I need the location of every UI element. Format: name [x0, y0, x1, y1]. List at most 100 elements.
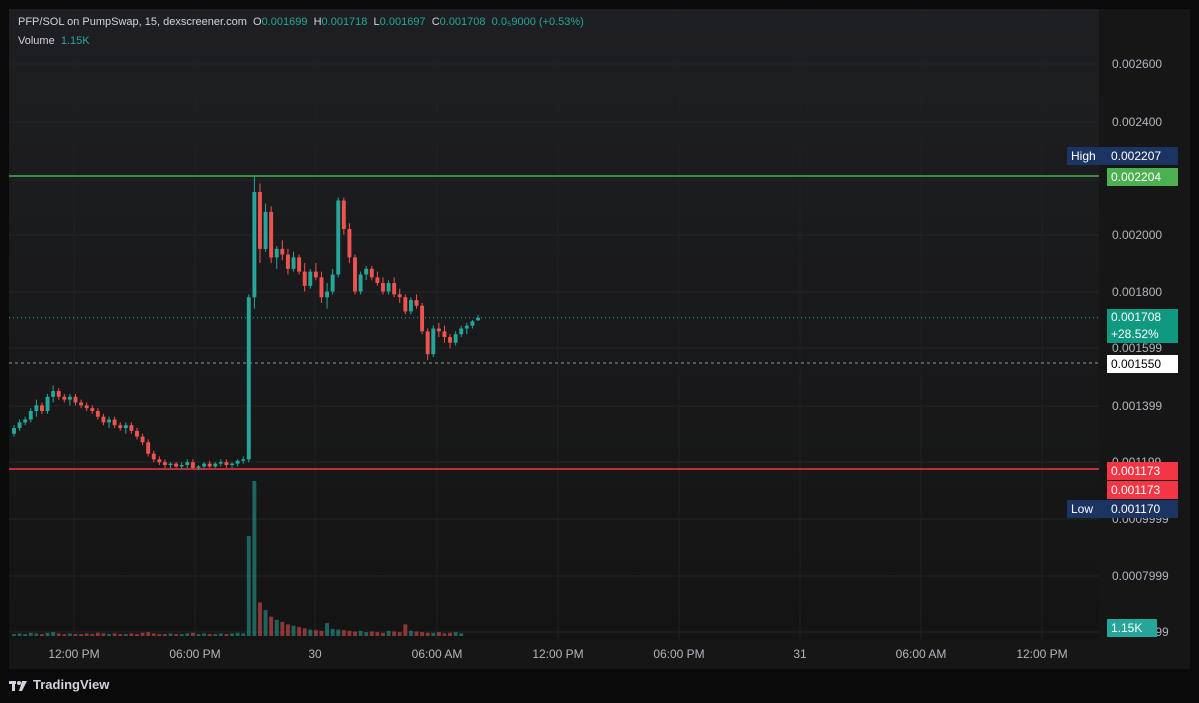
candle-body[interactable] — [67, 396, 72, 400]
candle-body[interactable] — [341, 200, 346, 229]
candle-body[interactable] — [123, 425, 128, 429]
candle-body[interactable] — [470, 321, 475, 326]
volume-bar — [174, 634, 179, 636]
candle-body[interactable] — [459, 328, 464, 335]
volume-bar — [425, 632, 430, 636]
candle-body[interactable] — [157, 459, 162, 463]
candle-body[interactable] — [252, 191, 257, 298]
candle-body[interactable] — [408, 300, 413, 312]
candle-body[interactable] — [62, 396, 67, 400]
candle-body[interactable] — [464, 325, 469, 329]
candle-body[interactable] — [431, 328, 436, 355]
candle-body[interactable] — [168, 463, 173, 466]
candle-body[interactable] — [151, 453, 156, 460]
candle-body[interactable] — [347, 228, 352, 258]
candle-body[interactable] — [397, 294, 402, 298]
candle-body[interactable] — [112, 419, 117, 426]
candle-body[interactable] — [319, 277, 324, 298]
volume-bar — [431, 632, 436, 636]
candle-body[interactable] — [280, 248, 285, 255]
candle-body[interactable] — [190, 462, 195, 468]
close-value: 0.001708 — [439, 16, 486, 28]
candle-body[interactable] — [420, 305, 425, 332]
candle-body[interactable] — [34, 405, 39, 412]
candle-body[interactable] — [353, 257, 357, 292]
candle-body[interactable] — [45, 396, 50, 412]
candle-body[interactable] — [291, 257, 296, 269]
candle-body[interactable] — [274, 248, 279, 258]
candle-body[interactable] — [476, 317, 480, 321]
candle-body[interactable] — [414, 300, 419, 306]
candle-body[interactable] — [269, 211, 274, 258]
candle-body[interactable] — [51, 391, 56, 397]
candle-body[interactable] — [442, 331, 447, 338]
candle-body[interactable] — [258, 191, 262, 249]
candle-body[interactable] — [313, 271, 318, 278]
candle-body[interactable] — [330, 274, 335, 292]
candle-body[interactable] — [453, 334, 458, 343]
candle-body[interactable] — [12, 428, 16, 434]
candle-body[interactable] — [140, 436, 145, 443]
candle-body[interactable] — [235, 460, 240, 464]
candle-body[interactable] — [263, 211, 268, 249]
candle-body[interactable] — [135, 430, 139, 437]
candle-body[interactable] — [17, 422, 22, 429]
candle-body[interactable] — [179, 465, 184, 467]
candle-body[interactable] — [302, 271, 307, 286]
candle-body[interactable] — [381, 283, 385, 292]
volume-bar — [347, 630, 352, 636]
candle-body[interactable] — [336, 200, 341, 275]
candle-body[interactable] — [118, 425, 123, 429]
candle-body[interactable] — [56, 391, 61, 397]
candle-body[interactable] — [325, 291, 330, 298]
candle-body[interactable] — [79, 402, 84, 406]
volume-bar — [453, 632, 458, 636]
candle-body[interactable] — [358, 274, 363, 292]
volume-bar — [39, 634, 44, 636]
candle-body[interactable] — [174, 463, 179, 467]
candle-body[interactable] — [84, 405, 89, 409]
candle-body[interactable] — [392, 283, 397, 295]
candle-body[interactable] — [375, 277, 380, 284]
candle-body[interactable] — [218, 462, 223, 464]
tradingview-branding[interactable]: TradingView — [9, 677, 109, 692]
candle-body[interactable] — [207, 463, 212, 467]
candle-body[interactable] — [230, 463, 234, 466]
candle-body[interactable] — [162, 462, 167, 466]
candle-body[interactable] — [196, 466, 201, 468]
candle-body[interactable] — [185, 462, 190, 466]
candle-body[interactable] — [285, 254, 290, 269]
candle-body[interactable] — [23, 419, 28, 423]
candle-body[interactable] — [101, 416, 106, 423]
candle-body[interactable] — [224, 462, 229, 466]
candle-body[interactable] — [107, 419, 111, 423]
candle-body[interactable] — [213, 463, 218, 467]
candle-body[interactable] — [425, 331, 430, 355]
volume-bar — [118, 634, 123, 636]
candle-body[interactable] — [369, 268, 374, 278]
x-tick-label: 30 — [308, 647, 322, 661]
candle-body[interactable] — [202, 463, 207, 467]
candle-body[interactable] — [73, 396, 78, 403]
candle-body[interactable] — [308, 271, 313, 286]
y-tick-label: 0.002400 — [1112, 115, 1162, 129]
volume-bar — [258, 602, 262, 636]
candle-body[interactable] — [95, 411, 100, 417]
candle-body[interactable] — [146, 442, 151, 454]
candle-body[interactable] — [436, 328, 441, 332]
candle-body[interactable] — [448, 337, 453, 343]
candle-body[interactable] — [364, 268, 369, 275]
candle-body[interactable] — [241, 459, 246, 461]
candle-body[interactable] — [39, 405, 44, 412]
candle-body[interactable] — [297, 257, 302, 272]
candle-body[interactable] — [129, 425, 134, 431]
plot-area[interactable] — [9, 9, 1099, 640]
candle-body[interactable] — [246, 297, 251, 460]
low-tag-label: Low — [1067, 500, 1107, 518]
candle-body[interactable] — [386, 283, 391, 292]
candle-body[interactable] — [28, 411, 33, 420]
candle-body[interactable] — [90, 408, 95, 412]
candle-body[interactable] — [403, 297, 408, 312]
last-price-tag: 0.001708 — [1107, 309, 1178, 326]
